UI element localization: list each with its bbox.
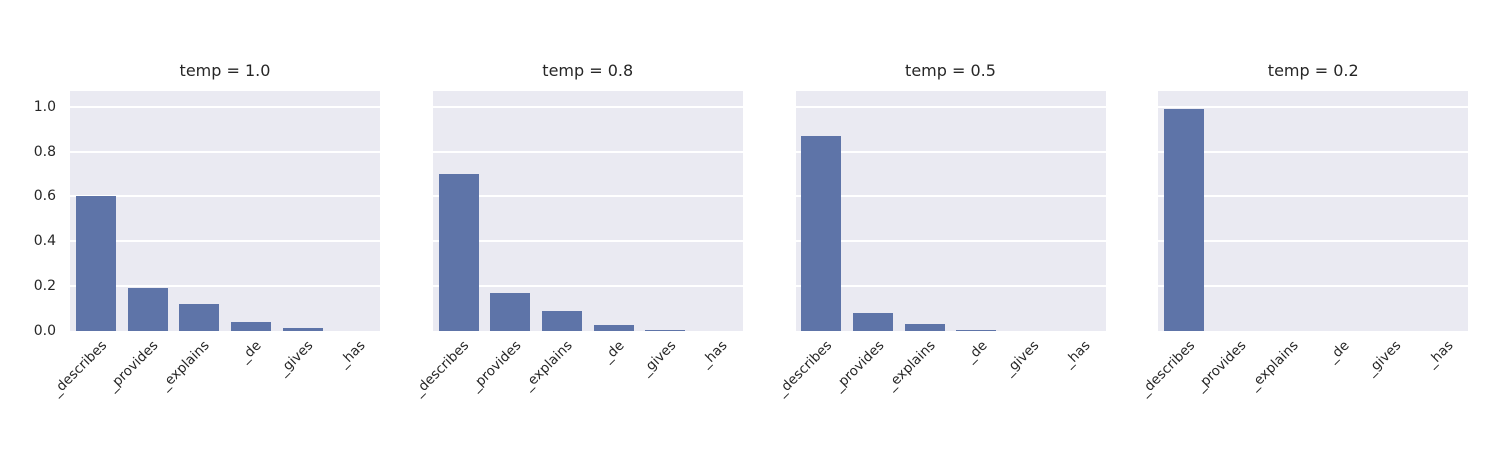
x-tick-label: _provides bbox=[467, 337, 525, 395]
gridline bbox=[795, 195, 1106, 198]
x-tick-label: _explains bbox=[882, 337, 939, 394]
x-tick-label: _gives bbox=[275, 337, 317, 379]
x-tick-label: _describes bbox=[48, 337, 110, 400]
bar bbox=[801, 135, 842, 331]
gridline bbox=[795, 240, 1106, 243]
x-tick-label: _describes bbox=[410, 337, 473, 400]
x-tick-label: _has bbox=[1060, 337, 1094, 371]
bar bbox=[956, 329, 997, 331]
bar bbox=[593, 325, 634, 331]
y-tick-label: 0.0 bbox=[33, 323, 56, 339]
plot-area bbox=[432, 91, 743, 331]
bar bbox=[645, 329, 686, 331]
y-tick-label: 0.8 bbox=[33, 143, 56, 160]
gridline bbox=[432, 240, 743, 243]
gridline bbox=[1158, 195, 1469, 198]
y-tick-label: 0.2 bbox=[33, 278, 56, 295]
gridline bbox=[70, 105, 380, 108]
x-tick-label: _gives bbox=[637, 337, 680, 379]
y-tick-label: 0.6 bbox=[33, 188, 56, 205]
x-tick-label: _describes bbox=[1136, 337, 1198, 400]
gridline bbox=[1158, 240, 1469, 243]
gridline bbox=[432, 150, 743, 153]
bar bbox=[75, 196, 116, 331]
facet-panel: temp = 1.0 _describes _provides _explains _d… bbox=[48, 61, 380, 399]
bar bbox=[904, 324, 945, 331]
bar bbox=[490, 292, 531, 331]
x-tick-label: _explains bbox=[1245, 337, 1302, 394]
x-tick-label: _provides bbox=[1192, 337, 1250, 395]
x-tick-label: _gives bbox=[1000, 337, 1042, 379]
gridline bbox=[795, 285, 1106, 288]
y-tick-label: 0.4 bbox=[33, 233, 56, 250]
gridline bbox=[70, 195, 380, 198]
bar bbox=[282, 328, 323, 331]
gridline bbox=[432, 105, 743, 108]
gridline bbox=[795, 150, 1106, 153]
plot-area bbox=[1158, 91, 1469, 331]
bar bbox=[127, 288, 168, 331]
x-tick-label: _has bbox=[335, 337, 369, 371]
gridline bbox=[70, 285, 380, 288]
gridline bbox=[432, 285, 743, 288]
facet-panel: temp = 0.2 _describes _provides _explains _d… bbox=[1136, 61, 1469, 399]
facet-panel: temp = 0.8 _describes _provides _explains _d… bbox=[411, 61, 743, 399]
bar bbox=[1164, 108, 1205, 331]
bar bbox=[179, 304, 220, 331]
y-tick-label: 1.0 bbox=[33, 98, 56, 115]
bar bbox=[853, 313, 893, 331]
plot-area bbox=[70, 91, 380, 331]
bar bbox=[230, 322, 271, 331]
x-tick-label: _de bbox=[1324, 337, 1353, 366]
x-tick-label: _provides bbox=[829, 337, 887, 395]
x-tick-label: _has bbox=[1423, 337, 1457, 371]
gridline bbox=[1158, 285, 1469, 288]
x-tick-label: _de bbox=[962, 337, 991, 366]
bar bbox=[541, 310, 582, 331]
x-tick-label: _provides bbox=[104, 337, 162, 395]
panel-title: temp = 1.0 bbox=[179, 61, 271, 80]
panel-title: temp = 0.5 bbox=[905, 61, 996, 80]
gridline bbox=[70, 240, 380, 243]
bar bbox=[438, 174, 479, 331]
gridline bbox=[1158, 105, 1469, 108]
x-tick-label: _gives bbox=[1363, 337, 1405, 379]
plot-area bbox=[795, 91, 1106, 331]
gridline bbox=[795, 105, 1106, 108]
x-tick-label: _describes bbox=[773, 337, 836, 400]
gridline bbox=[70, 150, 380, 153]
x-tick-label: _has bbox=[697, 337, 731, 371]
x-tick-label: _explains bbox=[520, 337, 576, 394]
gridline bbox=[1158, 150, 1469, 153]
gridline bbox=[432, 195, 743, 198]
x-tick-label: _de bbox=[599, 337, 628, 366]
facet-panel: temp = 0.5 _describes _provides _explains _d… bbox=[774, 61, 1106, 399]
panel-title: temp = 0.8 bbox=[542, 61, 634, 80]
panel-title: temp = 0.2 bbox=[1267, 61, 1359, 80]
x-tick-label: _explains bbox=[157, 337, 214, 394]
x-tick-label: _de bbox=[236, 337, 265, 366]
